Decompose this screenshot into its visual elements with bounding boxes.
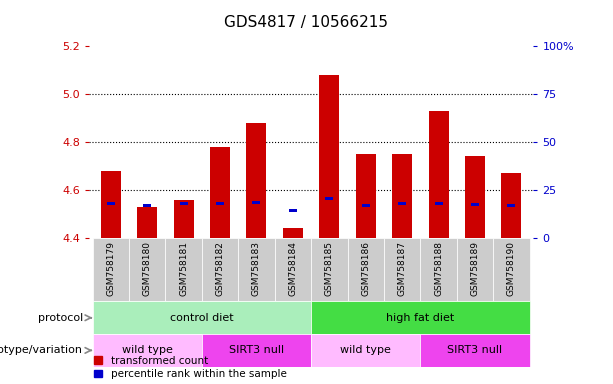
Bar xyxy=(398,202,406,205)
Bar xyxy=(107,202,115,205)
Text: SIRT3 null: SIRT3 null xyxy=(229,345,284,356)
Bar xyxy=(238,238,275,301)
Text: high fat diet: high fat diet xyxy=(386,313,454,323)
Text: GSM758186: GSM758186 xyxy=(361,241,370,296)
Bar xyxy=(501,173,522,238)
Bar xyxy=(326,197,333,200)
Bar xyxy=(362,204,370,207)
Bar xyxy=(465,157,485,238)
Bar xyxy=(311,334,421,367)
Bar xyxy=(173,200,194,238)
Bar xyxy=(283,228,303,238)
Bar xyxy=(289,209,297,212)
Bar xyxy=(493,238,530,301)
Text: GSM758189: GSM758189 xyxy=(471,241,479,296)
Bar xyxy=(246,123,267,238)
Bar xyxy=(319,75,340,238)
Bar xyxy=(93,334,202,367)
Text: GSM758183: GSM758183 xyxy=(252,241,261,296)
Text: genotype/variation: genotype/variation xyxy=(0,345,83,356)
Text: GSM758182: GSM758182 xyxy=(216,241,224,296)
Bar xyxy=(101,171,121,238)
Bar xyxy=(471,203,479,206)
Bar xyxy=(143,204,151,207)
Text: wild type: wild type xyxy=(340,345,391,356)
Bar xyxy=(253,200,261,204)
Bar xyxy=(129,238,166,301)
Bar xyxy=(275,238,311,301)
Text: SIRT3 null: SIRT3 null xyxy=(447,345,503,356)
Text: protocol: protocol xyxy=(37,313,83,323)
Bar xyxy=(457,238,493,301)
Bar xyxy=(180,202,188,205)
Bar xyxy=(93,238,129,301)
Text: GSM758179: GSM758179 xyxy=(106,241,115,296)
Bar xyxy=(216,202,224,205)
Bar xyxy=(421,238,457,301)
Bar xyxy=(435,202,443,205)
Text: GSM758181: GSM758181 xyxy=(179,241,188,296)
Text: GSM758188: GSM758188 xyxy=(434,241,443,296)
Bar xyxy=(311,238,348,301)
Bar xyxy=(508,204,516,207)
Bar xyxy=(392,154,412,238)
Text: GSM758185: GSM758185 xyxy=(325,241,334,296)
Bar xyxy=(137,207,157,238)
Bar xyxy=(202,238,238,301)
Bar xyxy=(210,147,230,238)
Text: GSM758180: GSM758180 xyxy=(143,241,151,296)
Text: wild type: wild type xyxy=(122,345,173,356)
Bar xyxy=(311,301,530,334)
Bar xyxy=(428,111,449,238)
Text: GSM758184: GSM758184 xyxy=(288,241,297,296)
Text: control diet: control diet xyxy=(170,313,234,323)
Bar xyxy=(202,334,311,367)
Bar xyxy=(421,334,530,367)
Text: GSM758187: GSM758187 xyxy=(398,241,406,296)
Bar xyxy=(93,301,311,334)
Text: GDS4817 / 10566215: GDS4817 / 10566215 xyxy=(224,15,389,30)
Bar xyxy=(166,238,202,301)
Text: GSM758190: GSM758190 xyxy=(507,241,516,296)
Legend: transformed count, percentile rank within the sample: transformed count, percentile rank withi… xyxy=(94,356,287,379)
Bar xyxy=(356,154,376,238)
Bar xyxy=(348,238,384,301)
Bar xyxy=(384,238,421,301)
